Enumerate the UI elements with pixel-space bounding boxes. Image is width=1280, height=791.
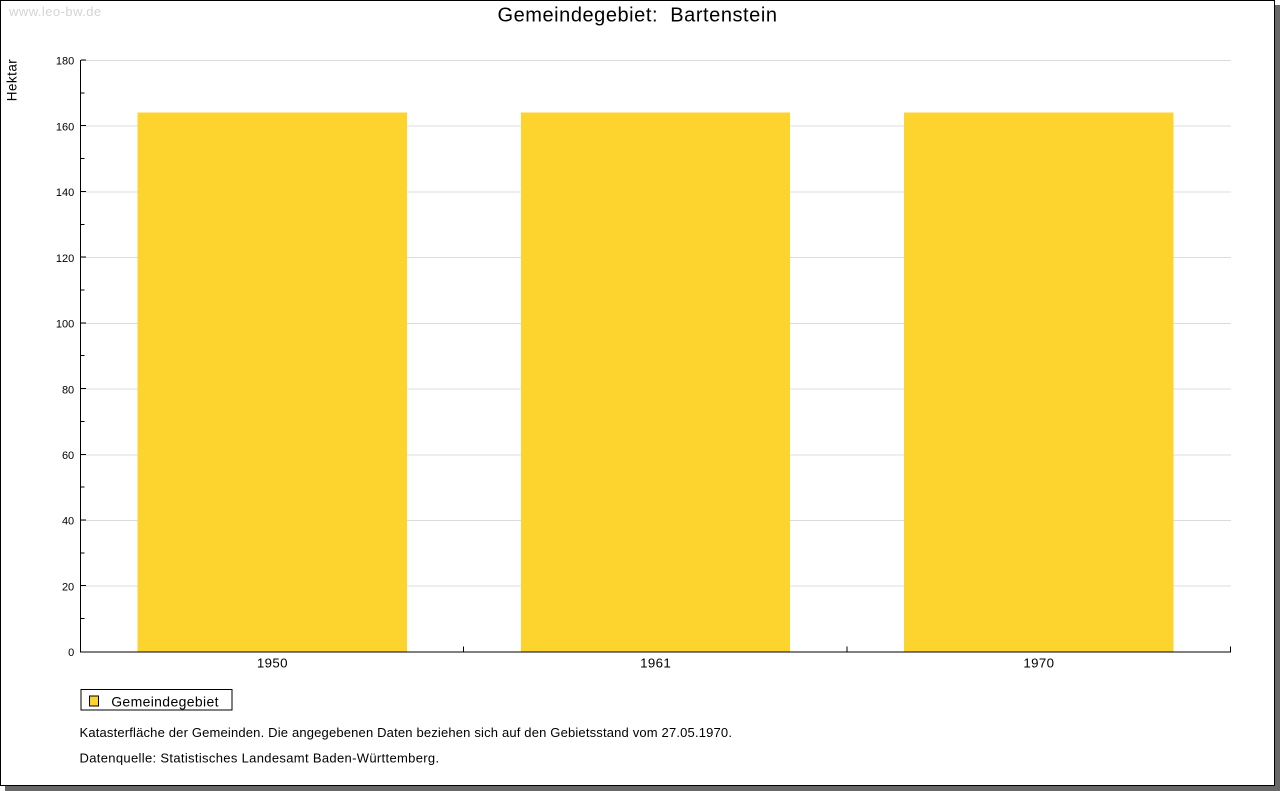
svg-text:80: 80	[62, 384, 74, 396]
svg-text:Gemeindegebiet: Bartenstein: Gemeindegebiet: Bartenstein	[497, 4, 777, 26]
svg-text:100: 100	[56, 319, 74, 331]
svg-text:1950: 1950	[257, 656, 288, 671]
svg-text:1961: 1961	[640, 656, 671, 671]
svg-text:Datenquelle: Statistisches Lan: Datenquelle: Statistisches Landesamt Bad…	[80, 750, 440, 765]
svg-text:60: 60	[62, 450, 74, 462]
svg-text:Hektar: Hektar	[4, 59, 19, 101]
svg-text:Katasterfläche der Gemeinden.: Katasterfläche der Gemeinden. Die angege…	[80, 725, 733, 740]
svg-text:0: 0	[68, 647, 74, 659]
svg-text:20: 20	[62, 581, 74, 593]
svg-text:160: 160	[56, 121, 74, 133]
svg-text:40: 40	[62, 516, 74, 528]
svg-text:www.leo-bw.de: www.leo-bw.de	[8, 4, 102, 19]
svg-text:120: 120	[56, 253, 74, 265]
svg-text:Gemeindegebiet: Gemeindegebiet	[111, 693, 219, 709]
svg-text:180: 180	[56, 56, 74, 68]
svg-text:140: 140	[56, 187, 74, 199]
svg-text:1970: 1970	[1023, 656, 1054, 671]
